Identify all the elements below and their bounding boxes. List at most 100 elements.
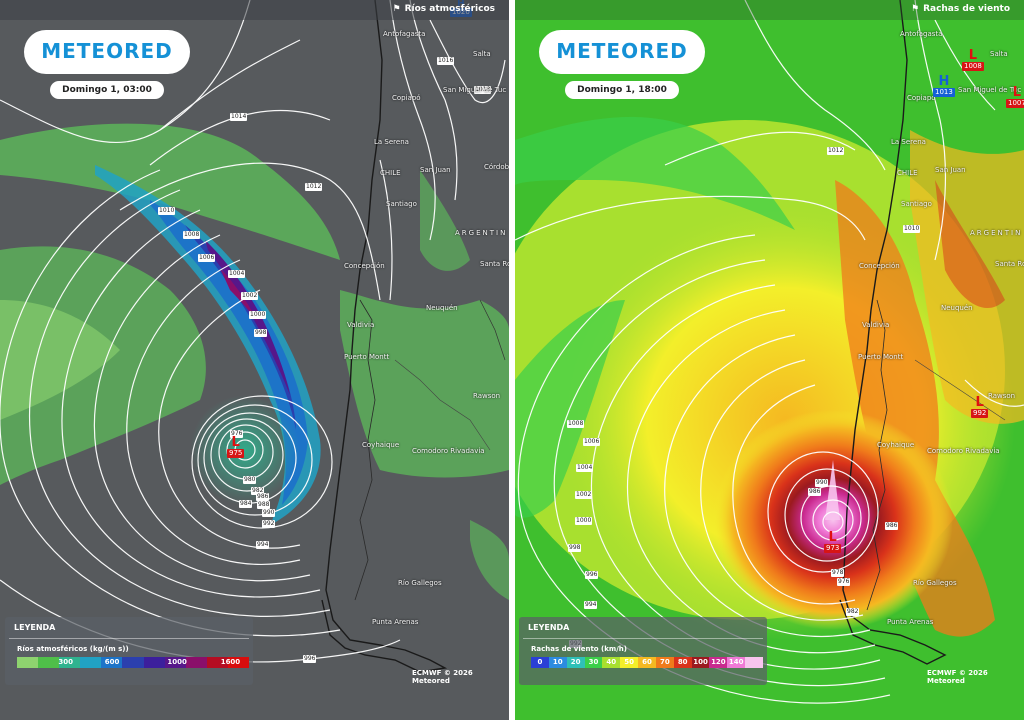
place-label: San Juan [935, 166, 966, 174]
legend-swatch [185, 657, 207, 668]
legend-swatch [548, 657, 567, 668]
atmospheric-rivers-map-panel: 1014 1012 1010 1008 1006 1004 1002 1000 … [0, 0, 509, 720]
low-pressure-marker: L 992 [971, 396, 989, 418]
legend-tick: 300 [58, 658, 74, 666]
isobar-label: 1000 [249, 311, 267, 319]
legend-tick: 100 [693, 658, 708, 666]
wind-flag-icon: ⚑ [392, 4, 401, 14]
low-pressure-value: 1007 [1006, 99, 1024, 108]
legend-swatch [17, 657, 39, 668]
legend-swatch [566, 657, 585, 668]
isobar-label: 1010 [158, 207, 176, 215]
low-pressure-marker: L 975 [227, 436, 245, 458]
place-label: Comodoro Rivadavia [927, 447, 1000, 455]
place-label: Neuquén [426, 304, 458, 312]
isobar-label: 1014 [230, 113, 248, 121]
place-label: Puerto Montt [858, 353, 904, 361]
legend-swatch [691, 657, 710, 668]
isobar-label: 1006 [198, 254, 216, 262]
isobar-label: 1002 [575, 491, 593, 499]
layer-title-text: Rachas de viento [923, 4, 1010, 14]
place-label: Comodoro Rivadavia [412, 447, 485, 455]
legend-swatch [638, 657, 656, 668]
place-label: La Serena [374, 138, 409, 146]
legend-swatch [745, 657, 763, 668]
isobar-label: 1012 [305, 183, 323, 191]
layer-title[interactable]: ⚑ Rachas de viento [911, 4, 1010, 14]
legend-swatch [101, 657, 123, 668]
place-label: Rawson [473, 392, 501, 400]
credit-text: ECMWF © 2026 Meteored [412, 669, 473, 685]
place-label: Puerto Montt [344, 353, 390, 361]
isobar-label: 984 [239, 500, 253, 508]
legend-swatch [584, 657, 603, 668]
place-label: Salta [990, 50, 1008, 58]
legend-tick: 10 [552, 658, 563, 666]
place-label: Punta Arenas [887, 618, 934, 626]
isobar-label: 986 [256, 493, 270, 501]
layer-title[interactable]: ⚑ Ríos atmosféricos [393, 4, 495, 14]
isobar-label: 996 [303, 655, 317, 663]
place-label: ARGENTIN [970, 229, 1023, 237]
place-label: Punta Arenas [372, 618, 419, 626]
legend-swatch [673, 657, 692, 668]
place-label: Río Gallegos [398, 579, 442, 587]
wind-gusts-map-panel: 1012 1010 1008 1006 1004 1002 1000 998 9… [515, 0, 1024, 720]
legend-ticks: 0 10 20 30 40 50 60 70 80 100 120 140 [531, 657, 763, 668]
isobar-label: 1000 [575, 517, 593, 525]
legend-tick: 140 [728, 658, 744, 666]
legend-swatch [143, 657, 165, 668]
isobar-label: 990 [815, 479, 829, 487]
low-pressure-value: 975 [227, 449, 245, 458]
place-label: Valdivia [347, 321, 375, 329]
legend-tick: 1600 [220, 658, 241, 666]
wind-flag-icon: ⚑ [910, 4, 920, 14]
layer-header: ⚑ Ríos atmosféricos [0, 0, 509, 20]
isobar-label: 1006 [583, 438, 601, 446]
place-label: Santiago [386, 200, 417, 208]
legend-swatch [227, 657, 250, 668]
isobar-label: 1008 [183, 231, 201, 239]
isobar-label: 998 [568, 544, 582, 552]
legend-unit: Rachas de viento (km/h) [531, 645, 627, 653]
panel-divider [509, 0, 515, 720]
isobar-label: 992 [262, 520, 276, 528]
isobar-label: 994 [256, 541, 270, 549]
high-pressure-value: 1013 [933, 88, 955, 97]
legend-tick: 1000 [167, 658, 187, 666]
place-label: Antofagasta [900, 30, 943, 38]
legend-swatch [655, 657, 674, 668]
isobar-label: 986 [885, 522, 899, 530]
atmospheric-rivers-map [0, 0, 509, 673]
place-label: Córdob [484, 163, 509, 171]
place-label: Coyhaique [362, 441, 400, 449]
low-pressure-value: 992 [971, 409, 989, 418]
place-label: Rawson [988, 392, 1016, 400]
place-label: Coyhaique [877, 441, 915, 449]
legend-tick: 80 [677, 658, 688, 666]
legend-title: LEYENDA [528, 623, 570, 632]
place-label: Valdivia [862, 321, 890, 329]
forecast-time: Domingo 1, 18:00 [565, 81, 679, 99]
place-label: La Serena [891, 138, 926, 146]
place-label: Neuquén [941, 304, 973, 312]
legend-tick: 20 [570, 658, 581, 666]
isobar-label: 1002 [241, 292, 259, 300]
isobar-label: 994 [584, 601, 598, 609]
legend-ticks: 300 600 1000 1600 [17, 657, 249, 668]
isobar-label: 1016 [437, 57, 455, 65]
legend-swatch [38, 657, 60, 668]
place-label: Santa Ros [995, 260, 1024, 268]
low-pressure-letter: L [968, 48, 978, 63]
legend-divider [9, 638, 249, 639]
legend: LEYENDA Ríos atmosféricos (kg/(m s)) 300… [5, 617, 253, 685]
isobar-label: 1018 [474, 86, 492, 94]
isobar-label: 986 [808, 488, 822, 496]
legend-tick: 60 [642, 658, 652, 666]
legend-swatch [80, 657, 102, 668]
legend-swatch [122, 657, 144, 668]
place-label: Copiapó [907, 94, 936, 102]
legend-swatch [620, 657, 639, 668]
place-label: San Juan [420, 166, 451, 174]
high-pressure-marker: H 1013 [933, 75, 955, 97]
